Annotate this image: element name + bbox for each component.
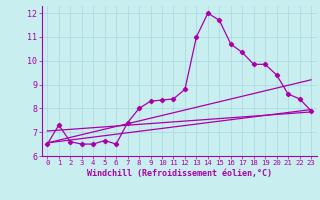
X-axis label: Windchill (Refroidissement éolien,°C): Windchill (Refroidissement éolien,°C) <box>87 169 272 178</box>
